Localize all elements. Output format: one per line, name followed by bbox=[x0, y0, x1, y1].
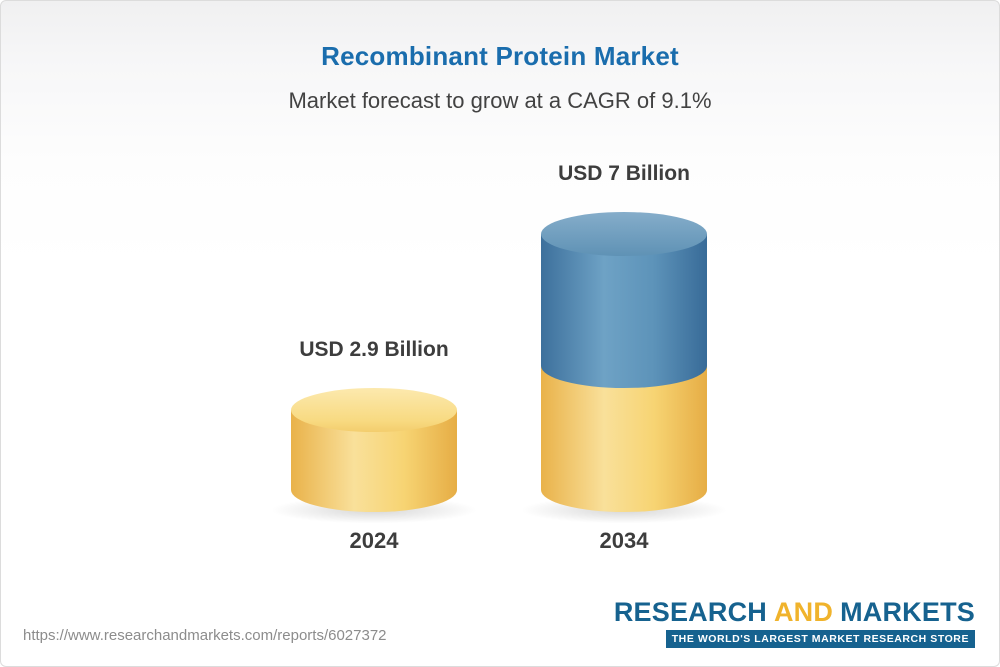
research-and-markets-logo: RESEARCH AND MARKETS THE WORLD'S LARGEST… bbox=[614, 599, 975, 648]
report-url: https://www.researchandmarkets.com/repor… bbox=[23, 627, 387, 644]
logo-wordmark: RESEARCH AND MARKETS bbox=[614, 599, 975, 626]
logo-word-research: RESEARCH bbox=[613, 597, 767, 627]
header: Recombinant Protein Market Market foreca… bbox=[1, 1, 999, 114]
value-label-2024: USD 2.9 Billion bbox=[299, 338, 449, 361]
cylinder-2034-growth-cap bbox=[541, 212, 707, 256]
cylinder-2034-growth-body bbox=[541, 234, 707, 388]
category-label-2034: 2034 bbox=[599, 528, 649, 553]
value-label-2034: USD 7 Billion bbox=[558, 162, 690, 185]
bar-group-2024: USD 2.9 Billion 2024 bbox=[267, 338, 481, 554]
logo-word-and: AND bbox=[773, 597, 834, 627]
logo-tagline: THE WORLD'S LARGEST MARKET RESEARCH STOR… bbox=[665, 630, 975, 648]
cylinder-2024-cap bbox=[291, 388, 457, 432]
category-label-2024: 2024 bbox=[349, 528, 399, 553]
chart-title: Recombinant Protein Market bbox=[321, 41, 679, 71]
logo-word-markets: MARKETS bbox=[840, 597, 975, 627]
cylinder-2034-growth-segment bbox=[541, 212, 707, 388]
chart-subtitle: Market forecast to grow at a CAGR of 9.1… bbox=[288, 88, 712, 113]
cylinder-2024 bbox=[267, 388, 481, 524]
bar-group-2034: USD 7 Billion 2034 bbox=[517, 162, 731, 554]
cylinder-2034 bbox=[517, 212, 731, 524]
